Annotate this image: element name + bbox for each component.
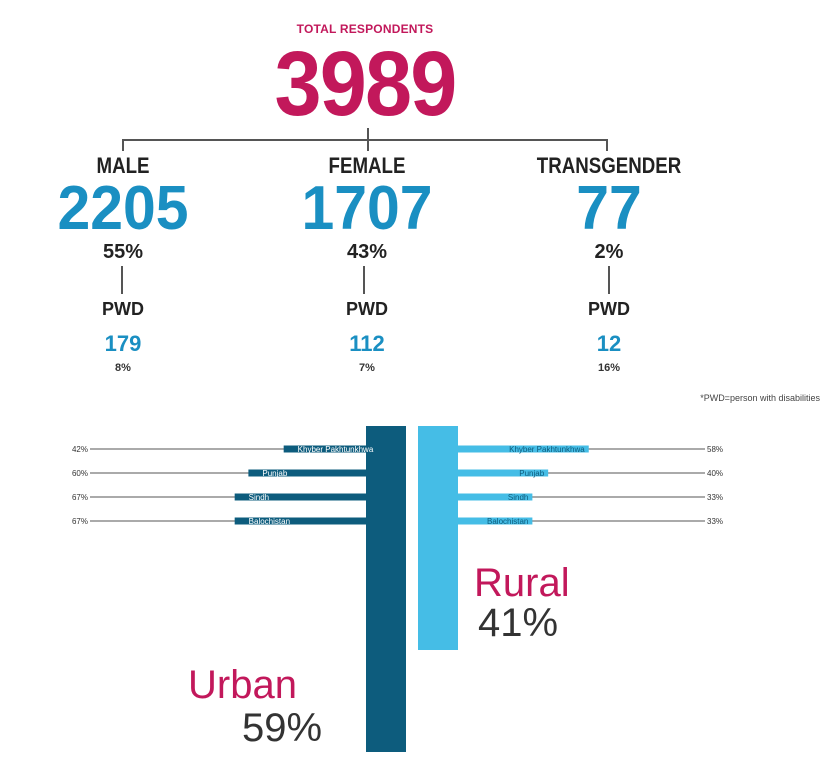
rural-bar-label-sindh: Sindh bbox=[508, 493, 528, 502]
urban-total-percent: 59% bbox=[242, 706, 322, 750]
rural-bar-khyber-pakhtunkhwa bbox=[458, 445, 589, 453]
urban-title: Urban bbox=[188, 663, 297, 707]
tree-stem bbox=[367, 128, 369, 140]
rural-bar-balochistan bbox=[458, 517, 533, 525]
rural-bar-label-punjab: Punjab bbox=[519, 469, 544, 478]
urban-value-khyber-pakhtunkhwa: 42% bbox=[72, 445, 88, 454]
female-count: 1707 bbox=[301, 174, 433, 243]
transgender-count: 77 bbox=[576, 174, 642, 243]
female-percent: 43% bbox=[346, 241, 388, 263]
female-pwd-count: 112 bbox=[349, 331, 385, 356]
urban-bar-label-balochistan: Balochistan bbox=[249, 517, 290, 526]
transgender-pwd-percent: 16% bbox=[597, 362, 621, 374]
transgender-label: TRANSGENDER bbox=[536, 153, 682, 178]
urban-bar-khyber-pakhtunkhwa bbox=[283, 445, 366, 453]
total-respondents-label: TOTAL RESPONDENTS bbox=[296, 22, 434, 36]
rural-total-percent: 41% bbox=[478, 601, 558, 645]
rural-bar-label-khyber-pakhtunkhwa: Khyber Pakhtunkhwa bbox=[509, 445, 585, 454]
urban-bar-punjab bbox=[248, 469, 366, 477]
pwd-footnote: *PWD=person with disabilities bbox=[700, 393, 820, 403]
female-pwd-percent: 7% bbox=[359, 362, 375, 374]
rural-title: Rural bbox=[474, 561, 570, 605]
urban-bar-label-khyber-pakhtunkhwa: Khyber Pakhtunkhwa bbox=[298, 445, 374, 454]
urban-total-column bbox=[366, 426, 406, 752]
male-pwd-connector bbox=[121, 266, 123, 294]
urban-value-balochistan: 67% bbox=[72, 517, 88, 526]
male-pwd-label: PWD bbox=[102, 299, 144, 319]
urban-value-sindh: 67% bbox=[72, 493, 88, 502]
male-count: 2205 bbox=[57, 174, 189, 243]
transgender-pwd-connector bbox=[608, 266, 610, 294]
transgender-pwd-label: PWD bbox=[588, 299, 630, 319]
tree-leg-male bbox=[122, 139, 124, 151]
tree-leg-female bbox=[367, 139, 369, 151]
rural-value-sindh: 33% bbox=[707, 493, 723, 502]
rural-bar-label-balochistan: Balochistan bbox=[487, 517, 528, 526]
rural-bar-sindh bbox=[458, 493, 533, 501]
transgender-pwd-count: 12 bbox=[596, 331, 622, 356]
female-pwd-label: PWD bbox=[346, 299, 388, 319]
rural-value-balochistan: 33% bbox=[707, 517, 723, 526]
urban-value-punjab: 60% bbox=[72, 469, 88, 478]
tree-branch-line bbox=[122, 139, 608, 141]
rural-value-khyber-pakhtunkhwa: 58% bbox=[707, 445, 723, 454]
male-percent: 55% bbox=[102, 241, 144, 263]
urban-bar-label-sindh: Sindh bbox=[249, 493, 269, 502]
rural-total-column bbox=[418, 426, 458, 650]
urban-bar-sindh bbox=[234, 493, 366, 501]
female-label: FEMALE bbox=[328, 153, 406, 178]
rural-bar-punjab bbox=[458, 469, 549, 477]
female-pwd-connector bbox=[363, 266, 365, 294]
male-pwd-percent: 8% bbox=[115, 362, 131, 374]
male-label: MALE bbox=[96, 153, 150, 178]
rural-value-punjab: 40% bbox=[707, 469, 723, 478]
urban-bar-label-punjab: Punjab bbox=[262, 469, 287, 478]
urban-bar-balochistan bbox=[234, 517, 366, 525]
transgender-percent: 2% bbox=[594, 241, 624, 263]
male-pwd-count: 179 bbox=[104, 331, 142, 356]
total-respondents-value: 3989 bbox=[274, 33, 458, 135]
tree-leg-transgender bbox=[606, 139, 608, 151]
